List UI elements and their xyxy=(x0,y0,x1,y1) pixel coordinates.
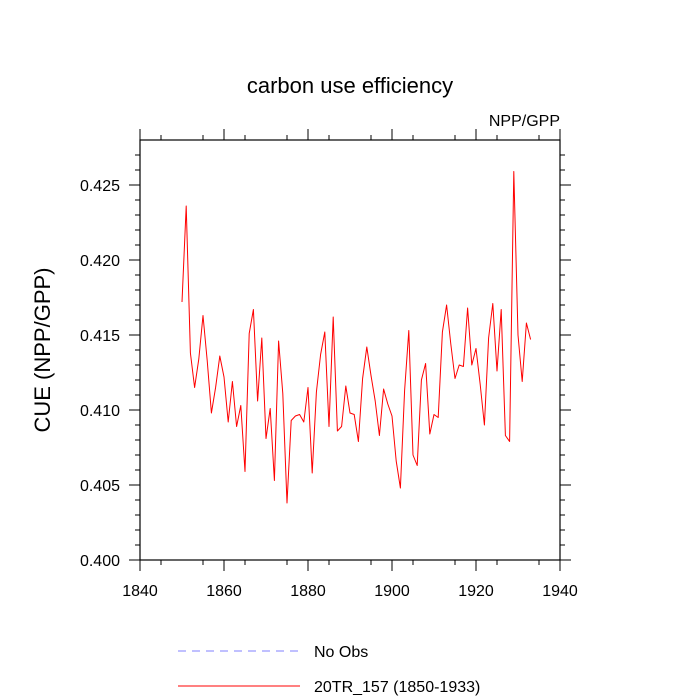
axis-ticks: 1840 1860 1880 1900 1920 1940 0.400 0.405 0.410 0… xyxy=(80,129,578,600)
x-tick-label: 1900 xyxy=(374,583,410,600)
x-tick-label: 1840 xyxy=(122,583,158,600)
y-axis-label: CUE (NPP/GPP) xyxy=(30,267,55,432)
y-tick-label: 0.415 xyxy=(80,328,120,345)
y-tick-label: 0.405 xyxy=(80,478,120,495)
y-tick-label: 0.400 xyxy=(80,553,120,570)
chart-title: carbon use efficiency xyxy=(247,73,453,98)
y-tick-label: 0.420 xyxy=(80,253,120,270)
legend-label-no-obs: No Obs xyxy=(314,644,368,661)
x-tick-label: 1860 xyxy=(206,583,242,600)
legend: No Obs 20TR_157 (1850-1933) xyxy=(178,644,480,696)
y-tick-label: 0.425 xyxy=(80,178,120,195)
x-tick-label: 1920 xyxy=(458,583,494,600)
x-tick-label: 1880 xyxy=(290,583,326,600)
data-layer xyxy=(181,171,532,504)
legend-label-20tr-157: 20TR_157 (1850-1933) xyxy=(314,679,480,696)
y-tick-label: 0.410 xyxy=(80,403,120,420)
series-line-20tr-157-1850-1933 xyxy=(181,171,532,504)
x-tick-label: 1940 xyxy=(542,583,578,600)
corner-label: NPP/GPP xyxy=(489,113,560,130)
plot-frame xyxy=(139,139,561,561)
